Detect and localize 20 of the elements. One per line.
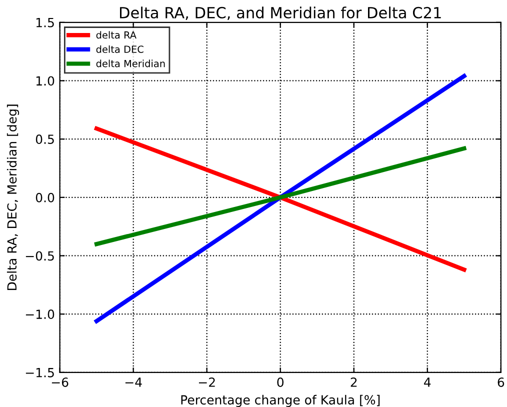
x-tick-label: −4 (125, 378, 142, 387)
chart-title: Delta RA, DEC, and Meridian for Delta C21 (120, 6, 441, 20)
x-axis-title: Percentage change of Kaula [%] (181, 394, 380, 407)
legend-label: delta RA (96, 31, 136, 39)
y-tick-label: −0.5 (26, 251, 54, 261)
x-tick-label: −6 (52, 377, 68, 387)
y-tick-label: 0.0 (36, 192, 54, 202)
y-tick-label: −1.0 (26, 310, 54, 319)
y-tick-label: −1.5 (26, 368, 54, 378)
y-tick-label: 1.0 (36, 76, 54, 86)
x-tick-label: −2 (198, 377, 215, 387)
y-axis-title: Delta RA, DEC, Meridian [deg] (6, 104, 20, 290)
x-tick-label: 4 (424, 378, 431, 387)
y-tick-label: 0.5 (36, 134, 54, 144)
y-tick-label: 1.5 (36, 18, 54, 28)
x-tick-label: 2 (350, 377, 357, 387)
x-tick-label: 0 (277, 377, 284, 387)
legend-label: delta DEC (96, 45, 144, 53)
x-tick-label: 6 (498, 377, 504, 387)
legend-label: delta Meridian (96, 60, 165, 68)
